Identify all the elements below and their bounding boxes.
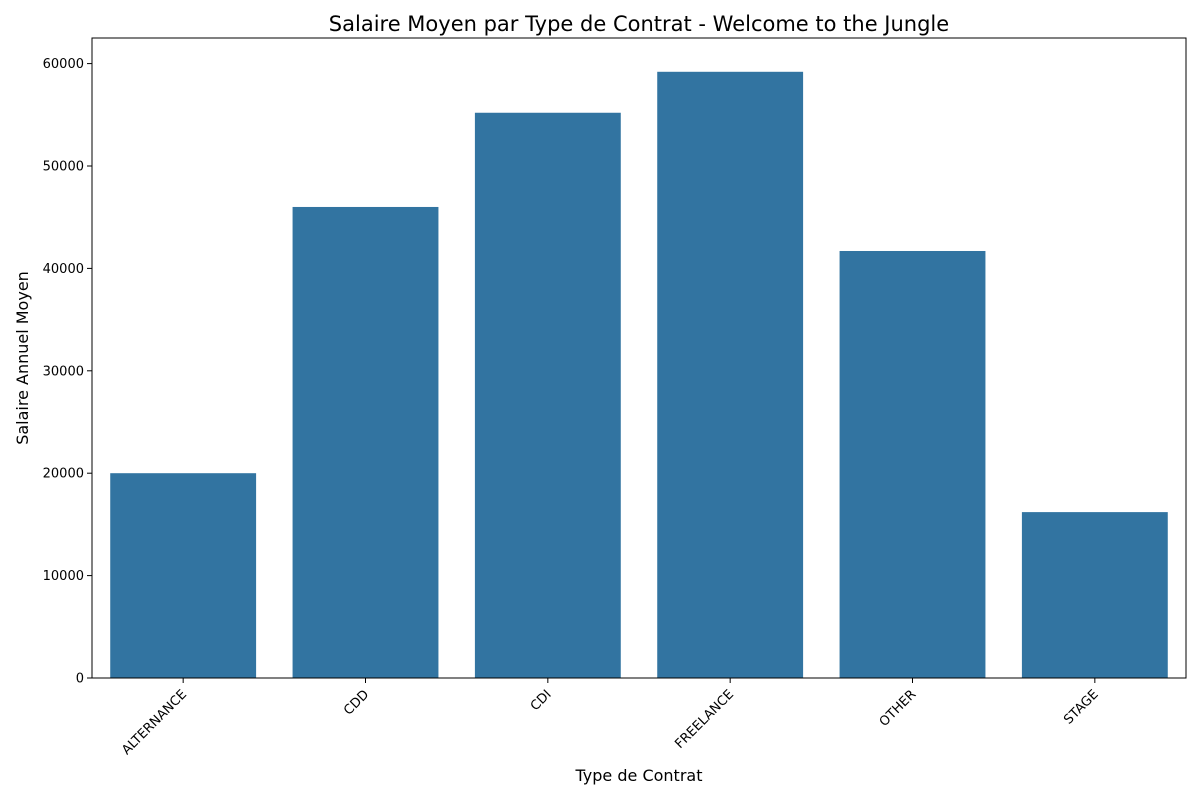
x-tick-label: ALTERNANCE: [119, 687, 190, 758]
x-tick-label: OTHER: [877, 687, 920, 730]
bar-stage: [1021, 512, 1168, 678]
x-tick-label: CDD: [341, 687, 372, 718]
y-axis: 0 10000 20000 30000 40000 50000 60000: [43, 57, 92, 687]
x-axis: ALTERNANCE CDD CDI FREELANCE OTHER STAGE: [119, 678, 1102, 758]
x-tick-label: STAGE: [1061, 687, 1101, 727]
y-tick-label: 10000: [43, 569, 84, 584]
x-tick-label: FREELANCE: [672, 687, 737, 752]
y-tick-label: 60000: [43, 57, 84, 72]
bars-group: [110, 71, 1168, 679]
x-tick-label: CDI: [528, 687, 555, 714]
bar-other: [839, 250, 986, 679]
y-tick-label: 20000: [43, 467, 84, 482]
y-tick-label: 30000: [43, 364, 84, 379]
bar-cdd: [292, 206, 439, 678]
bar-cdi: [474, 112, 621, 678]
plot-frame: [91, 37, 1187, 679]
bar-freelance: [657, 71, 804, 679]
chart-title: Salaire Moyen par Type de Contrat - Welc…: [329, 12, 949, 36]
x-axis-label: Type de Contrat: [575, 766, 703, 785]
y-axis-label: Salaire Annuel Moyen: [13, 271, 32, 445]
bar-alternance: [110, 473, 257, 678]
y-tick-label: 0: [76, 672, 84, 687]
y-tick-label: 50000: [43, 160, 84, 175]
y-tick-label: 40000: [43, 262, 84, 277]
